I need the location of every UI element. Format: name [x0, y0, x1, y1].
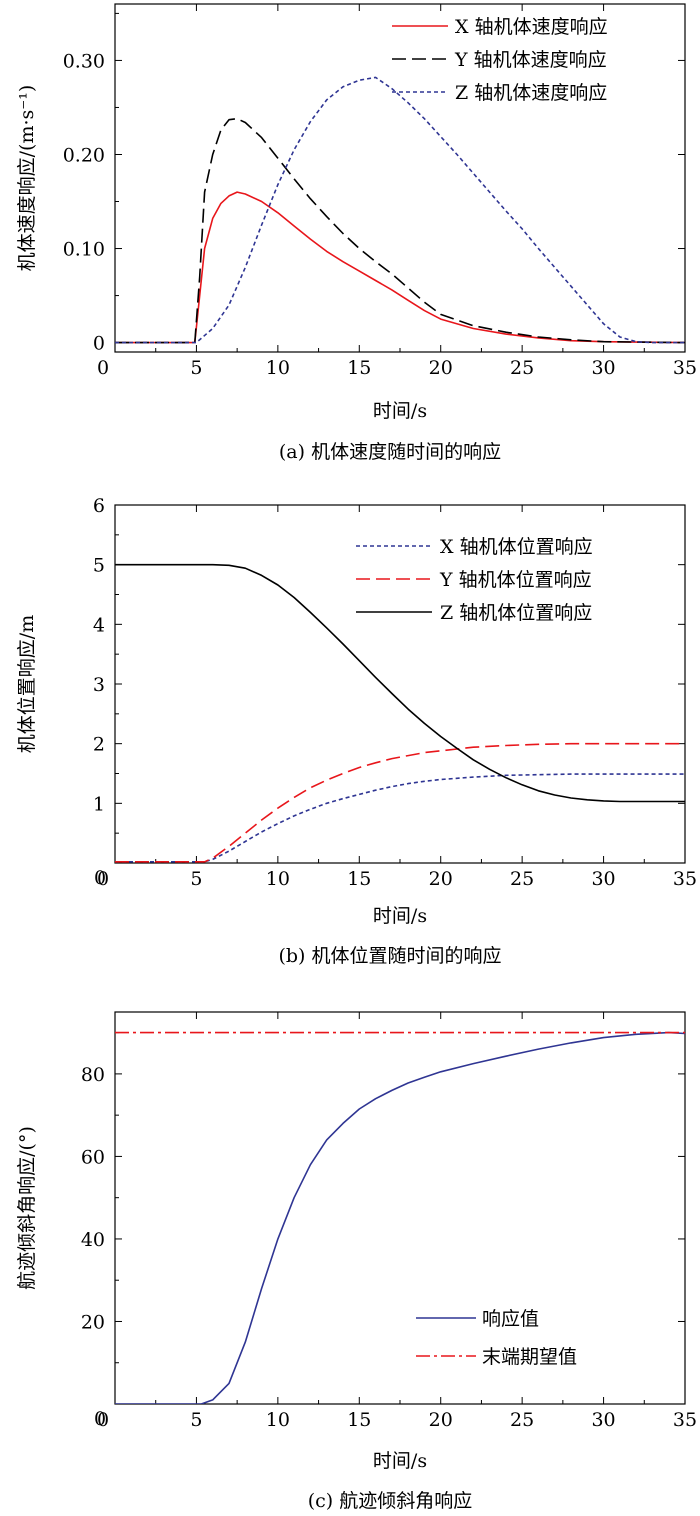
- legend-label: X 轴机体位置响应: [440, 536, 593, 558]
- y-tick-label: 4: [93, 614, 105, 636]
- y-tick-label: 3: [93, 674, 105, 696]
- y-axis-label: 航迹倾斜角响应/(°): [16, 1126, 38, 1290]
- series-line-1: [115, 1031, 685, 1404]
- y-tick-label: 1: [93, 793, 105, 815]
- legend-label: Z 轴机体位置响应: [440, 602, 592, 624]
- legend-label: Y 轴机体位置响应: [439, 569, 592, 591]
- series-line-3: [115, 76, 685, 344]
- x-tick-label: 30: [591, 357, 615, 379]
- y-tick-label: 6: [93, 495, 105, 517]
- legend-label: 末端期望值: [482, 1346, 577, 1368]
- x-tick-label: 25: [510, 868, 534, 890]
- figure-caption: (b) 机体位置随时间的响应: [278, 945, 501, 967]
- x-tick-label: 15: [347, 1409, 371, 1431]
- series-line-1: [115, 773, 685, 863]
- legend-label: 响应值: [482, 1308, 539, 1330]
- x-tick-label: 5: [190, 868, 202, 890]
- y-tick-label: 80: [81, 1064, 105, 1086]
- figure-caption: (c) 航迹倾斜角响应: [308, 1490, 473, 1512]
- x-tick-label: 0: [97, 868, 109, 890]
- x-tick-label: 0: [97, 1409, 109, 1431]
- x-axis-label: 时间/s: [373, 1450, 427, 1472]
- x-tick-label: 35: [673, 868, 697, 890]
- x-tick-label: 20: [429, 357, 453, 379]
- legend-label: X 轴机体速度响应: [455, 16, 608, 38]
- x-tick-label: 30: [591, 868, 615, 890]
- y-tick-label: 0: [93, 333, 105, 355]
- y-tick-label: 0.10: [63, 239, 105, 261]
- x-tick-label: 15: [347, 868, 371, 890]
- y-tick-label: 60: [81, 1146, 105, 1168]
- y-tick-label: 2: [93, 734, 105, 756]
- figure-caption: (a) 机体速度随时间的响应: [279, 441, 501, 463]
- x-tick-label: 25: [510, 1409, 534, 1431]
- y-tick-label: 5: [93, 555, 105, 577]
- series-line-2: [115, 117, 685, 344]
- y-tick-label: 40: [81, 1229, 105, 1251]
- series-line-2: [115, 742, 685, 863]
- x-tick-label: 5: [190, 357, 202, 379]
- series-line-3: [115, 563, 685, 803]
- chart-panel-1: 0 5 10 15 20 25 30 35 0 0.10 0.20 0.30 X 轴机体速度响应 Y 轴机…: [16, 3, 697, 463]
- x-tick-label: 30: [591, 1409, 615, 1431]
- x-axis-label: 时间/s: [373, 905, 427, 927]
- x-tick-label: 0: [97, 357, 109, 379]
- y-axis-label: 机体速度响应/(m·s⁻¹): [16, 85, 38, 272]
- x-tick-label: 15: [347, 357, 371, 379]
- x-tick-label: 25: [510, 357, 534, 379]
- origin-zero-label: 0: [94, 867, 106, 889]
- x-tick-label: 35: [673, 357, 697, 379]
- legend-label: Z 轴机体速度响应: [455, 82, 607, 104]
- origin-zero-label: 0: [94, 1408, 106, 1430]
- legend-label: Y 轴机体速度响应: [454, 49, 607, 71]
- plot-frame: [114, 1011, 686, 1405]
- x-tick-label: 10: [266, 868, 290, 890]
- x-tick-label: 20: [429, 868, 453, 890]
- y-tick-label: 0.20: [63, 144, 105, 166]
- plot-frame: [114, 504, 686, 864]
- chart-panel-2: 0 5 10 15 20 25 30 35 1 2 3 4 5 6 X 轴机体位置响应 Y 轴机体位置响应 Z …: [16, 495, 697, 967]
- x-tick-label: 35: [673, 1409, 697, 1431]
- series-line-1: [115, 191, 685, 344]
- y-axis-label: 机体位置响应/m: [16, 615, 38, 753]
- x-tick-label: 10: [266, 357, 290, 379]
- y-tick-label: 20: [81, 1311, 105, 1333]
- x-tick-label: 5: [190, 1409, 202, 1431]
- x-axis-label: 时间/s: [373, 400, 427, 422]
- x-tick-label: 10: [266, 1409, 290, 1431]
- x-tick-label: 20: [429, 1409, 453, 1431]
- y-tick-label: 0.30: [63, 50, 105, 72]
